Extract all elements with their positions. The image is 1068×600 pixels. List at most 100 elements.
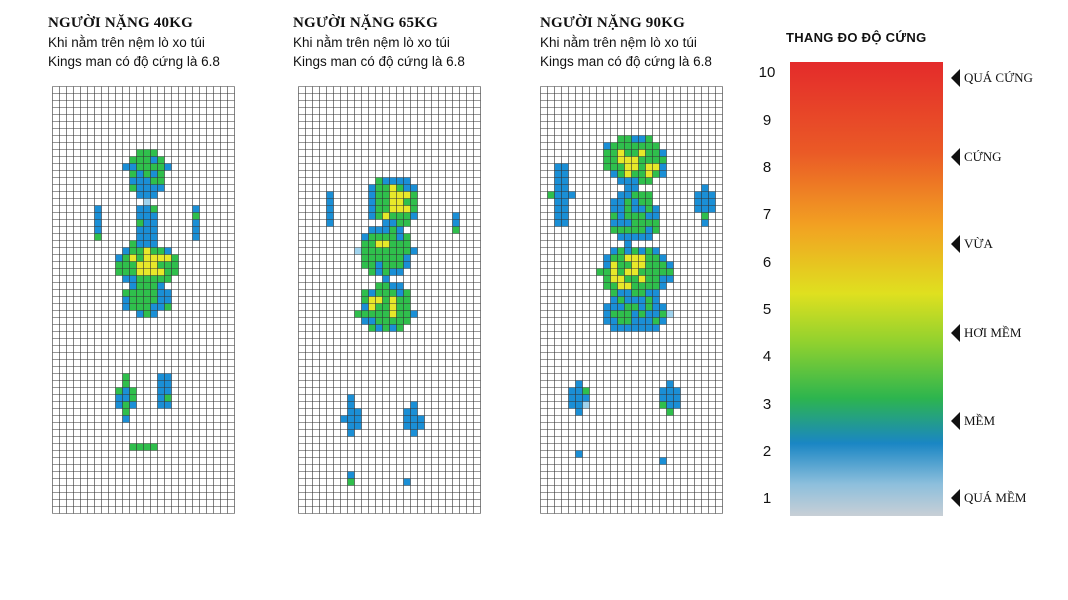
pressure-cell: [652, 317, 660, 325]
pressure-cell: [617, 163, 625, 171]
pressure-cell: [396, 205, 404, 213]
pressure-cell: [129, 254, 137, 262]
pressure-cell: [610, 170, 618, 178]
pressure-cell: [382, 268, 390, 276]
pressure-cell: [368, 317, 376, 325]
pressure-cell: [94, 226, 102, 234]
pressure-cell: [326, 219, 334, 227]
pressure-cell: [150, 296, 158, 304]
pressure-cell: [150, 254, 158, 262]
pressure-cell: [638, 163, 646, 171]
pressure-cell: [652, 268, 660, 276]
pressure-cell: [150, 289, 158, 297]
panel-subtitle-2: Kings man có độ cứng là 6.8: [293, 54, 465, 69]
pressure-cell: [136, 282, 144, 290]
pressure-cell: [122, 387, 130, 395]
firmness-gradient-bar: [790, 62, 943, 516]
tick-9: 9: [762, 112, 772, 129]
pressure-cell: [638, 170, 646, 178]
pressure-cell: [617, 324, 625, 332]
pressure-cell: [652, 156, 660, 164]
pressure-cell: [150, 240, 158, 248]
pressure-cell: [617, 177, 625, 185]
pressure-cell: [375, 177, 383, 185]
pressure-cell: [617, 156, 625, 164]
pressure-cell: [143, 240, 151, 248]
pressure-cell: [403, 184, 411, 192]
pressure-cell: [396, 191, 404, 199]
pressure-cell: [396, 268, 404, 276]
pressure-cell: [638, 142, 646, 150]
pressure-cell: [382, 205, 390, 213]
pressure-cell: [354, 310, 362, 318]
pressure-cell: [582, 387, 590, 395]
pressure-cell: [129, 296, 137, 304]
pressure-cell: [561, 163, 569, 171]
pressure-cell: [361, 247, 369, 255]
pressure-cell: [645, 247, 653, 255]
pressure-cell: [143, 296, 151, 304]
pressure-cell: [403, 408, 411, 416]
pressure-cell: [382, 296, 390, 304]
pressure-cell: [382, 324, 390, 332]
pressure-cell: [403, 219, 411, 227]
pressure-cell: [645, 205, 653, 213]
pressure-cell: [150, 163, 158, 171]
pressure-cell: [129, 247, 137, 255]
pressure-cell: [375, 296, 383, 304]
pressure-cell: [631, 226, 639, 234]
pressure-cell: [375, 289, 383, 297]
pressure-cell: [389, 296, 397, 304]
pressure-cell: [136, 219, 144, 227]
panel-subtitle-1: Khi nằm trên nệm lò xo túi: [48, 35, 205, 50]
pressure-cell: [610, 282, 618, 290]
pressure-cell: [610, 261, 618, 269]
pressure-cell: [326, 205, 334, 213]
pressure-cell: [666, 408, 674, 416]
pressure-cell: [192, 219, 200, 227]
pressure-cell: [645, 198, 653, 206]
pressure-cell: [554, 219, 562, 227]
pressure-cell: [382, 212, 390, 220]
pressure-cell: [554, 205, 562, 213]
pressure-cell: [143, 163, 151, 171]
pressure-cell: [638, 275, 646, 283]
pressure-cell: [638, 191, 646, 199]
pressure-cell: [631, 233, 639, 241]
pressure-cell: [610, 142, 618, 150]
pressure-cell: [410, 198, 418, 206]
pressure-cell: [157, 282, 165, 290]
pressure-cell: [582, 394, 590, 402]
pressure-cell: [645, 324, 653, 332]
pressure-cell: [410, 408, 418, 416]
pressure-cell: [652, 170, 660, 178]
pressure-cell: [129, 289, 137, 297]
pressure-cell: [157, 394, 165, 402]
pressure-cell: [631, 289, 639, 297]
pressure-cell: [150, 191, 158, 199]
pressure-cell: [94, 205, 102, 213]
pressure-cell: [410, 429, 418, 437]
pressure-cell: [666, 268, 674, 276]
pressure-cell: [157, 373, 165, 381]
pressure-cell: [171, 261, 179, 269]
pressure-cell: [361, 233, 369, 241]
marker-cung: CỨNG: [951, 148, 1002, 166]
panel-subtitle-2: Kings man có độ cứng là 6.8: [48, 54, 220, 69]
pressure-cell: [368, 247, 376, 255]
pressure-cell: [164, 401, 172, 409]
pressure-cell: [652, 247, 660, 255]
marker-mem: MỀM: [951, 412, 995, 430]
pressure-cell: [192, 233, 200, 241]
pressure-cell: [143, 184, 151, 192]
pressure-cell: [610, 219, 618, 227]
panel-40kg: NGƯỜI NẶNG 40KG Khi nằm trên nệm lò xo t…: [48, 14, 248, 71]
pressure-cell: [631, 163, 639, 171]
pressure-cell: [638, 212, 646, 220]
pressure-cell: [396, 282, 404, 290]
pressure-cell: [631, 212, 639, 220]
pressure-cell: [659, 170, 667, 178]
pressure-cell: [396, 233, 404, 241]
pressure-cell: [403, 198, 411, 206]
pressure-cell: [136, 170, 144, 178]
